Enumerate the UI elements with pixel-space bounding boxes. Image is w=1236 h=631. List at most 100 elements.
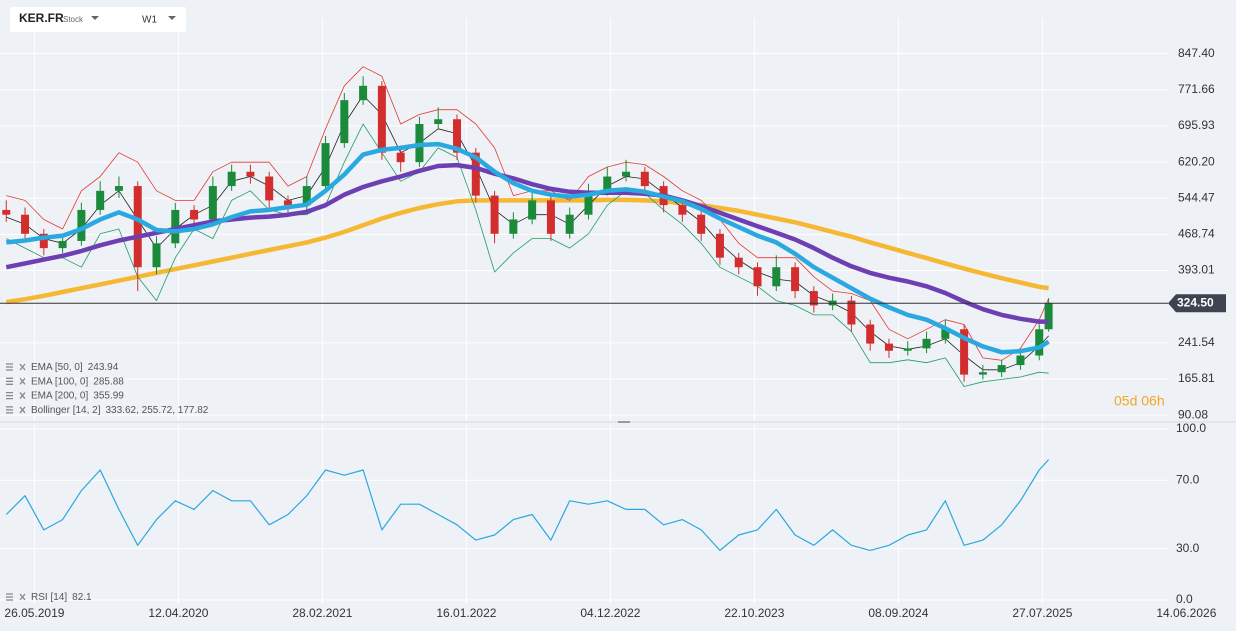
legend-remove-icon [19, 377, 26, 385]
dropdown-arrow[interactable] [91, 16, 99, 20]
candle-body [697, 214, 706, 234]
y-tick-label: 30.0 [1176, 541, 1200, 555]
x-tick-label: 08.09.2024 [868, 606, 928, 620]
candle-body [2, 209, 11, 215]
candle-body [152, 243, 161, 268]
candle-body [978, 372, 987, 375]
legend-remove-icon [19, 392, 26, 400]
rsi-line [5, 459, 1050, 551]
candle-body [584, 190, 593, 215]
y-tick-label: 100.0 [1176, 421, 1206, 435]
candle-body [884, 343, 893, 351]
candle-body [565, 214, 574, 234]
last-price-tag [1168, 294, 1226, 313]
candle-body [509, 219, 518, 234]
candle-body [171, 209, 180, 244]
candle-body [866, 324, 875, 344]
legend-menu-icon [6, 406, 13, 414]
candle-body [753, 267, 762, 287]
y-tick-label: 165.81 [1178, 371, 1215, 385]
asset-type: Stock [63, 15, 84, 24]
candle-body [114, 186, 123, 191]
symbol: KER.FR [19, 11, 64, 25]
candle-body [77, 209, 86, 241]
selector-box [10, 7, 186, 32]
legend-value: 333.62, 255.72, 177.82 [106, 405, 209, 416]
legend-entry: RSI [14] 82.1 [31, 592, 92, 603]
legend-remove-icon [19, 406, 26, 414]
candle-body [302, 186, 311, 206]
candle-body [453, 119, 462, 153]
y-tick-label: 468.74 [1178, 227, 1215, 241]
ema-line [5, 162, 1049, 324]
candle-body [321, 143, 330, 187]
dropdown-arrow[interactable] [168, 16, 176, 20]
bar-countdown: 05d 06h [1114, 393, 1165, 409]
y-tick-label: 847.40 [1178, 46, 1215, 60]
candle-body [960, 329, 969, 375]
bollinger-lower [6, 123, 1049, 387]
symbol-selector[interactable]: KER.FR Stock W1 [10, 7, 186, 32]
legend-menu-icon [6, 363, 13, 371]
axes: 26.05.2019 12.04.2020 28.02.2021 16.01.2022… [0, 46, 1226, 620]
ema-line [6, 141, 1050, 355]
candle-body [922, 338, 931, 349]
x-tick-label: 22.10.2023 [724, 606, 784, 620]
candle-body [396, 152, 405, 163]
candle-body [471, 152, 480, 196]
legend-value: 82.1 [72, 592, 92, 603]
candle-body [678, 205, 687, 215]
legend-name: EMA [100, 0] [31, 376, 88, 387]
candle-body [791, 267, 800, 292]
y-tick-label: 0.0 [1176, 592, 1193, 606]
y-tick-label: 695.93 [1178, 118, 1215, 132]
legend-entry: EMA [100, 0] 285.88 [31, 376, 124, 387]
legend-value: 285.88 [93, 376, 124, 387]
candle-body [377, 85, 386, 153]
candle-body [1016, 355, 1025, 366]
legend-name: RSI [14] [31, 592, 67, 603]
legend-entry: EMA [50, 0] 243.94 [31, 362, 119, 373]
candle-body [359, 85, 368, 101]
candle-body [96, 190, 105, 210]
legend-value: 355.99 [93, 390, 124, 401]
candle-body [603, 176, 612, 191]
x-tick-label: 04.12.2022 [580, 606, 640, 620]
y-tick-label: 620.20 [1178, 154, 1215, 168]
y-tick-label: 544.47 [1178, 190, 1215, 204]
legend-entry: EMA [200, 0] 355.99 [31, 390, 124, 401]
candle-body [133, 186, 142, 268]
last-price-label: 324.50 [1177, 295, 1214, 309]
x-tick-label: 28.02.2021 [292, 606, 352, 620]
candle-body [283, 200, 292, 206]
price-pane [2, 66, 1053, 387]
candle-body [997, 365, 1006, 373]
timeframe[interactable]: W1 [142, 15, 157, 26]
x-tick-label: 14.06.2026 [1156, 606, 1216, 620]
candle-body [903, 348, 912, 351]
y-tick-label: 771.66 [1178, 82, 1215, 96]
candle-body [265, 176, 274, 201]
candle-body [715, 233, 724, 258]
candle-body [434, 119, 443, 125]
candle-body [190, 209, 199, 220]
candle-body [1035, 329, 1044, 356]
candle-body [640, 171, 649, 187]
y-tick-label: 241.54 [1178, 335, 1215, 349]
y-tick-label: 393.01 [1178, 263, 1215, 277]
candle-body [208, 186, 217, 220]
candle-body [528, 200, 537, 220]
candle-body [246, 171, 255, 177]
candle-body [490, 195, 499, 234]
grid [0, 18, 1168, 604]
legend-value: 243.94 [88, 362, 119, 373]
legend-menu-icon [6, 391, 13, 400]
candle-body [772, 267, 781, 287]
x-tick-label: 16.01.2022 [436, 606, 496, 620]
candle-body [39, 233, 48, 249]
legend-menu-icon [6, 377, 13, 385]
candle-body [1044, 303, 1053, 330]
